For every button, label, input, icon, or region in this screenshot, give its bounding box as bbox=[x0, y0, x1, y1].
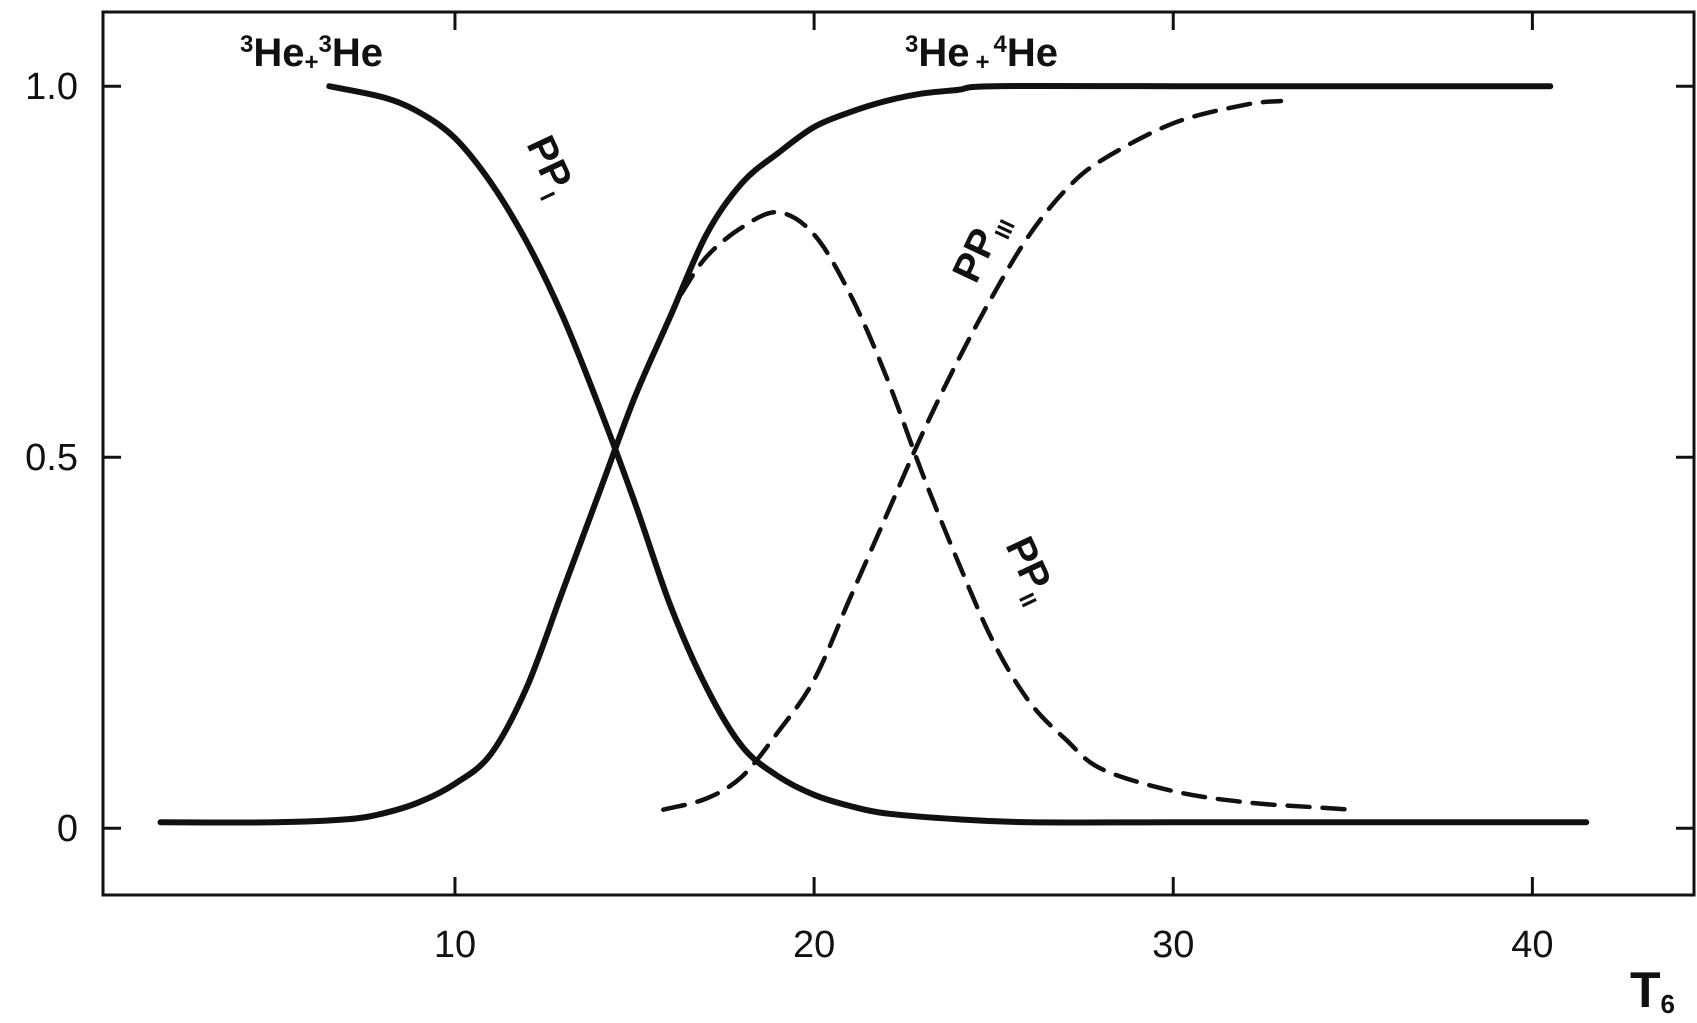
x-tick-label: 30 bbox=[1152, 924, 1194, 966]
he3he4-b: He bbox=[1007, 31, 1058, 75]
he3he3-a: He bbox=[253, 31, 304, 75]
he3he3-sup1: 3 bbox=[240, 31, 253, 58]
series-label-pp1: PPI bbox=[512, 129, 582, 204]
he3he4-a: He bbox=[918, 31, 969, 75]
curve-pp1 bbox=[326, 83, 1590, 826]
series-label-pp2: PPII bbox=[991, 530, 1064, 611]
x-tick-label: 10 bbox=[434, 924, 476, 966]
curve-he3-he4 bbox=[157, 82, 1554, 826]
data-series bbox=[157, 82, 1590, 826]
x-tick-label: 40 bbox=[1511, 924, 1553, 966]
y-tick-label: 0.5 bbox=[25, 437, 78, 479]
he3he4-sup1: 3 bbox=[905, 31, 918, 58]
label-he3-he4: 3He +4He bbox=[905, 31, 1058, 76]
series-label-pp2-name: PP bbox=[997, 530, 1059, 597]
x-tick-label: 20 bbox=[793, 924, 835, 966]
curve-pp3 bbox=[661, 98, 1284, 812]
y-tick-label: 0 bbox=[57, 808, 78, 850]
x-axis-title-main: T bbox=[1630, 962, 1661, 1018]
series-label-pp1-name: PP bbox=[518, 129, 580, 196]
plot-frame bbox=[101, 10, 1696, 897]
he3he4-plus: + bbox=[976, 49, 990, 76]
axis-ticks: 10 20 30 40 0 0.5 1.0 bbox=[25, 12, 1694, 966]
he3he4-sup2: 4 bbox=[994, 31, 1008, 58]
curve-pp2 bbox=[678, 210, 1356, 812]
he3he3-plus: + bbox=[305, 49, 319, 76]
series-label-pp3: PPIII bbox=[944, 205, 1020, 291]
x-axis-title-sub: 6 bbox=[1661, 989, 1675, 1019]
label-he3-he3: 3He+3He bbox=[240, 31, 383, 76]
x-axis-title: T6 bbox=[1630, 962, 1675, 1019]
he3he3-sup2: 3 bbox=[319, 31, 332, 58]
he3he3-b: He bbox=[332, 31, 383, 75]
y-tick-label: 1.0 bbox=[25, 66, 78, 108]
